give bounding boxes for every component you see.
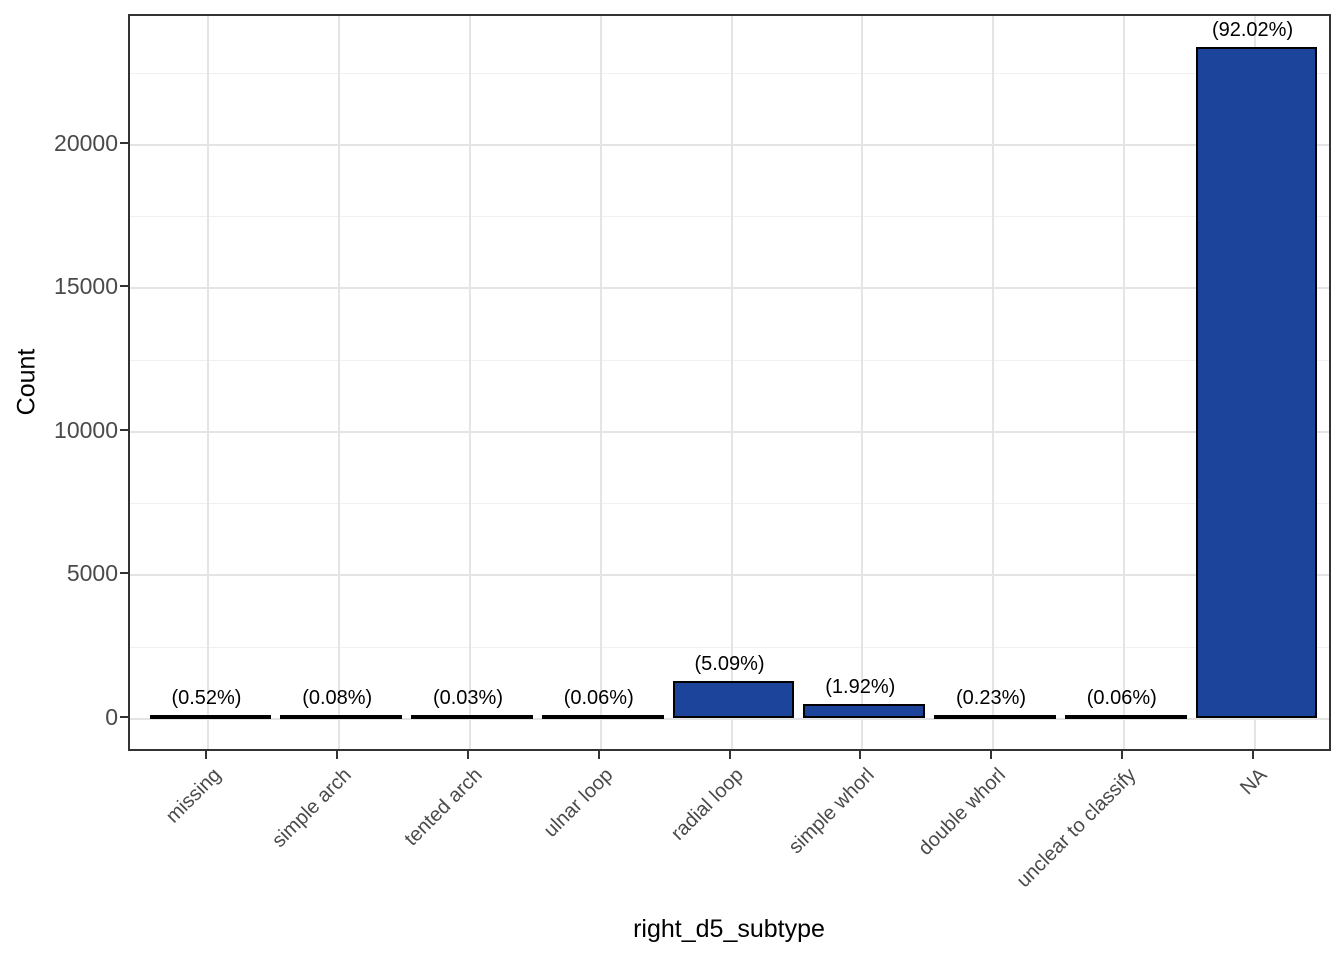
bar-percent-label: (0.23%) — [956, 686, 1027, 709]
y-tick-mark — [120, 285, 128, 287]
y-tick-mark — [120, 141, 128, 144]
bar-percent-label: (0.03%) — [432, 686, 503, 709]
bar-simple-arch — [280, 714, 403, 719]
gridline-vertical — [1122, 16, 1125, 749]
gridline-major — [130, 430, 1329, 433]
x-tick-mark — [859, 751, 862, 759]
gridline-minor — [130, 359, 1329, 361]
x-axis-title: right_d5_subtype — [633, 915, 825, 943]
bar-percent-label: (92.02%) — [1211, 19, 1294, 42]
y-axis-title: Count — [12, 348, 41, 416]
gridline-minor — [130, 646, 1329, 648]
x-tick-label: simple arch — [267, 764, 356, 852]
bar-unclear-to-classify — [1064, 714, 1187, 719]
gridline-major — [130, 143, 1329, 146]
y-tick-mark — [120, 715, 128, 718]
x-tick-label: double whorl — [913, 764, 1010, 860]
y-tick-mark — [120, 572, 128, 574]
gridline-vertical — [468, 16, 471, 749]
plot-panel — [128, 14, 1331, 751]
gridline-vertical — [599, 16, 602, 749]
x-tick-label: missing — [161, 764, 226, 828]
bar-simple-whorl — [803, 704, 926, 719]
x-tick-label: simple whorl — [784, 764, 879, 859]
gridline-minor — [130, 503, 1329, 505]
bar-percent-label: (0.08%) — [302, 686, 373, 709]
bar-tented-arch — [411, 714, 533, 719]
y-tick-label: 0 — [105, 703, 118, 730]
x-tick-label: ulnar loop — [539, 764, 618, 842]
y-tick-label: 20000 — [54, 129, 118, 156]
bar-radial-loop — [672, 681, 795, 719]
x-tick-mark — [597, 751, 600, 759]
x-tick-label: NA — [1235, 764, 1272, 800]
x-tick-label: radial loop — [667, 764, 749, 845]
x-tick-mark — [1251, 751, 1254, 759]
gridline-minor — [130, 216, 1329, 218]
y-tick-label: 15000 — [54, 273, 118, 299]
gridline-vertical — [730, 16, 733, 749]
bar-NA — [1195, 47, 1318, 719]
x-tick-mark — [990, 751, 993, 759]
x-tick-label: tented arch — [400, 764, 487, 851]
bar-percent-label: (1.92%) — [825, 676, 896, 699]
x-tick-mark — [1120, 751, 1123, 759]
bar-percent-label: (5.09%) — [694, 653, 765, 676]
x-tick-mark — [205, 751, 208, 759]
gridline-major — [130, 574, 1329, 576]
x-tick-mark — [466, 751, 469, 759]
gridline-vertical — [207, 16, 210, 749]
gridline-minor — [130, 72, 1329, 74]
bar-double-whorl — [934, 714, 1056, 719]
bar-percent-label: (0.06%) — [563, 686, 634, 709]
gridline-major — [130, 287, 1329, 289]
bar-percent-label: (0.06%) — [1086, 686, 1157, 709]
bar-missing — [149, 714, 272, 719]
x-tick-label: unclear to classify — [1012, 764, 1141, 892]
bar-ulnar-loop — [541, 714, 664, 719]
gridline-vertical — [338, 16, 341, 749]
y-tick-mark — [120, 428, 128, 431]
gridline-vertical — [861, 16, 864, 749]
bar-percent-label: (0.52%) — [171, 686, 242, 709]
gridline-vertical — [992, 16, 995, 749]
x-tick-mark — [336, 751, 339, 759]
y-tick-label: 10000 — [54, 416, 118, 443]
y-tick-label: 5000 — [66, 560, 118, 586]
x-tick-mark — [728, 751, 731, 759]
